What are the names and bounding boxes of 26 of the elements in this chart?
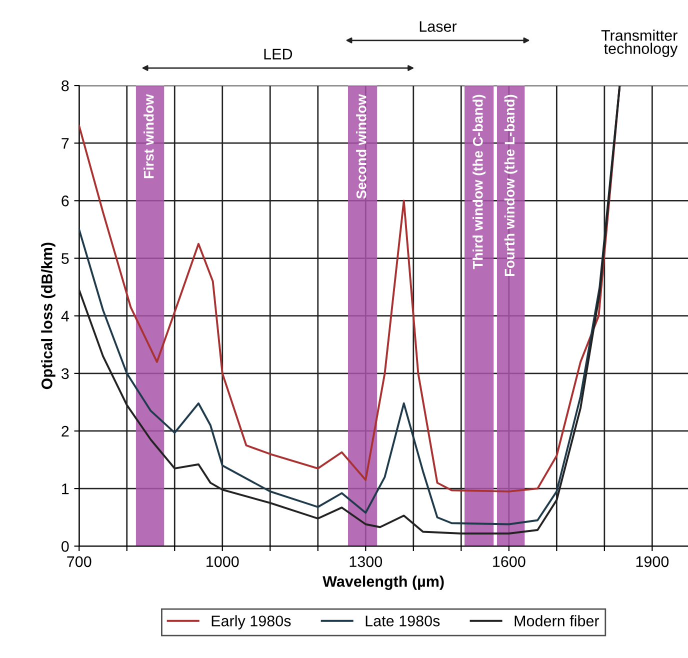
- text: Transmitter technology: [601, 30, 678, 57]
- y-tick-label: 1: [62, 484, 69, 494]
- band-label: Fourth window (the L-band): [504, 94, 518, 276]
- y-tick-label: 5: [62, 253, 69, 264]
- x-tick-label: 1600: [493, 556, 526, 568]
- text: LED: [264, 48, 292, 60]
- y-tick-label: 8: [62, 80, 69, 92]
- y-axis-title: Optical loss (dB/km): [41, 242, 56, 390]
- band-label: Second window: [356, 94, 366, 199]
- x-axis-title: Wavelength (µm): [322, 576, 444, 590]
- x-tick-label: 1900: [636, 556, 669, 568]
- band-label: Third window (the C-band): [472, 94, 486, 270]
- x-tick-label: 1000: [206, 556, 239, 568]
- y-tick-label: 6: [62, 196, 69, 206]
- y-tick-label: 7: [62, 138, 69, 149]
- legend-label: Early 1980s: [212, 615, 291, 630]
- legend-label: Modern fiber: [514, 615, 600, 626]
- y-tick-label: 0: [62, 541, 69, 552]
- y-tick-label: 3: [61, 368, 69, 380]
- y-tick-label: 4: [61, 310, 69, 322]
- y-tick-label: 2: [62, 426, 69, 437]
- legend-label: Late 1980s: [366, 616, 440, 626]
- x-tick-label: 700: [67, 556, 92, 568]
- text: Laser: [420, 21, 457, 32]
- x-tick-label: 1300: [350, 556, 382, 568]
- band-label: First window: [144, 94, 154, 178]
